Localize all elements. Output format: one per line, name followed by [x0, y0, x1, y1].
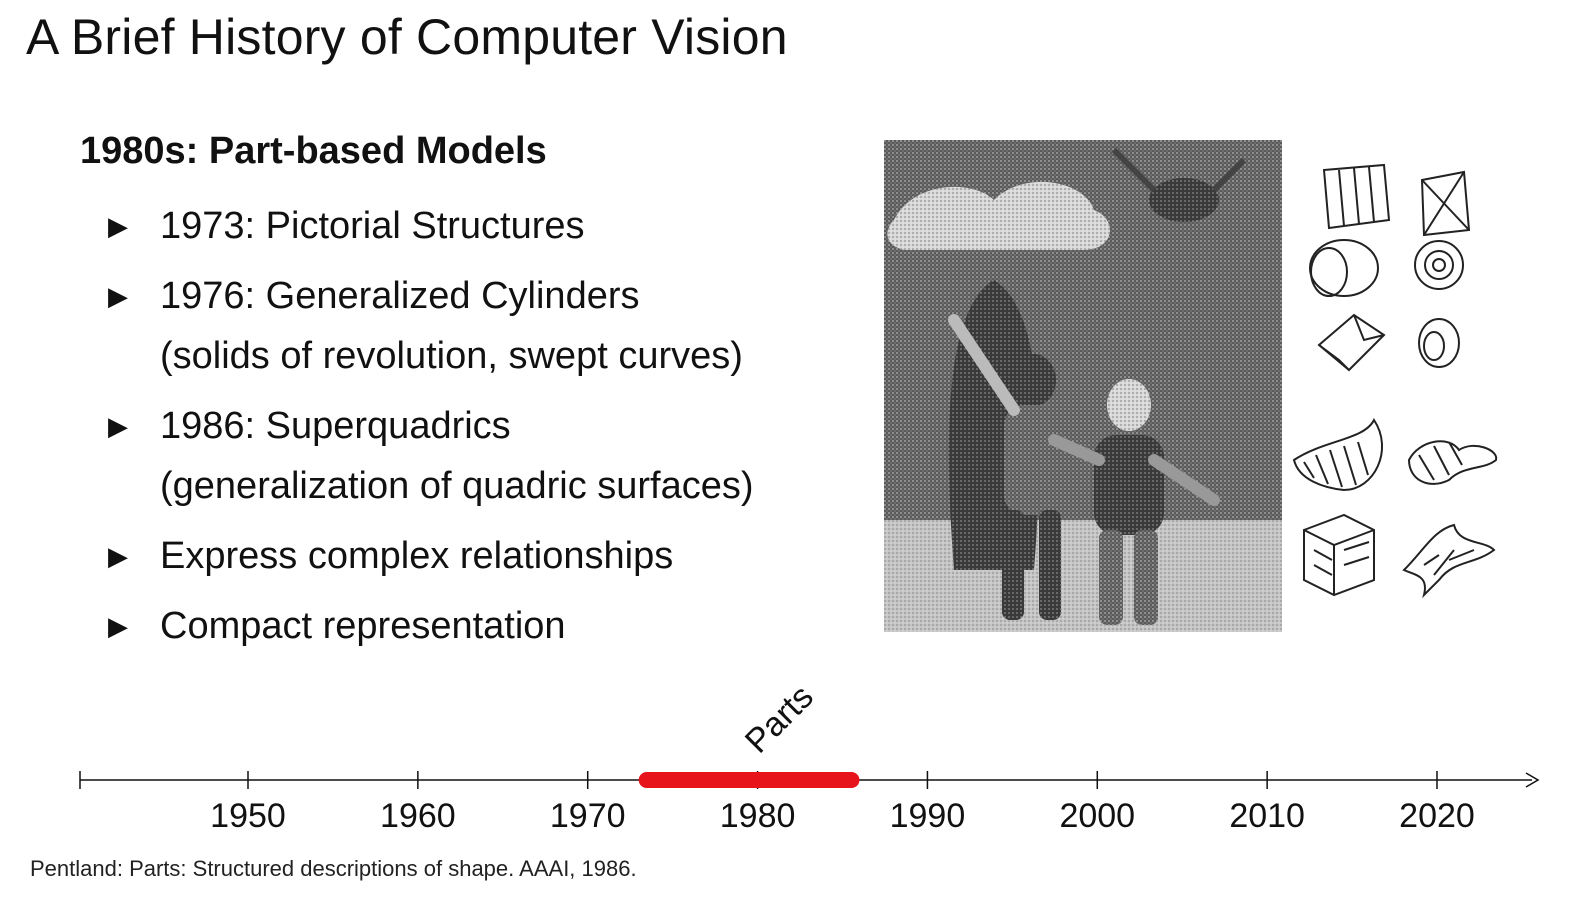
- triangle-bullet-icon: ▶: [108, 541, 128, 571]
- bullet-item-generalized-cylinders: ▶ 1976: Generalized Cylinders (solids of…: [108, 266, 754, 386]
- superquadric-scene-photo: [884, 140, 1282, 632]
- triangle-bullet-icon: ▶: [108, 411, 128, 441]
- bullet-subtext: (generalization of quadric surfaces): [160, 465, 754, 507]
- figure-panel: [884, 140, 1524, 635]
- triangle-bullet-icon: ▶: [108, 211, 128, 241]
- timeline-year-label: 1980: [720, 797, 796, 835]
- bullet-item-compact-representation: ▶ Compact representation: [108, 596, 754, 656]
- slide-title: A Brief History of Computer Vision: [26, 9, 788, 65]
- bullet-item-pictorial-structures: ▶ 1973: Pictorial Structures: [108, 196, 754, 256]
- timeline-year-label: 1970: [550, 797, 626, 835]
- timeline-year-label: 1960: [380, 797, 456, 835]
- part-primitives-drawings: [1292, 163, 1498, 599]
- triangle-bullet-icon: ▶: [108, 611, 128, 641]
- bullet-list: ▶ 1973: Pictorial Structures ▶ 1976: Gen…: [108, 196, 754, 666]
- highlight-label-parts: Parts: [738, 678, 821, 761]
- timeline-year-label: 1990: [890, 797, 966, 835]
- bullet-subtext: (solids of revolution, swept curves): [160, 335, 743, 377]
- citation-footnote: Pentland: Parts: Structured descriptions…: [30, 856, 637, 881]
- timeline-arrow-icon: [1525, 772, 1540, 788]
- timeline-year-label: 2000: [1059, 797, 1135, 835]
- bullet-text: 1973: Pictorial Structures: [160, 205, 585, 247]
- timeline-year-label: 1950: [210, 797, 286, 835]
- timeline-year-label: 2020: [1399, 797, 1475, 835]
- bullet-text: Express complex relationships: [160, 535, 674, 577]
- triangle-bullet-icon: ▶: [108, 281, 128, 311]
- timeline: 1950 1960 1970 1980 1990 2000 2010 2020 Parts: [79, 678, 1540, 835]
- bullet-item-superquadrics: ▶ 1986: Superquadrics (generalization of…: [108, 396, 754, 516]
- bullet-text: 1986: Superquadrics: [160, 405, 511, 447]
- bullet-text: Compact representation: [160, 605, 566, 647]
- bullet-text: 1976: Generalized Cylinders: [160, 275, 640, 317]
- bullet-item-complex-relationships: ▶ Express complex relationships: [108, 526, 754, 586]
- section-heading: 1980s: Part-based Models: [80, 130, 547, 172]
- timeline-year-label: 2010: [1229, 797, 1305, 835]
